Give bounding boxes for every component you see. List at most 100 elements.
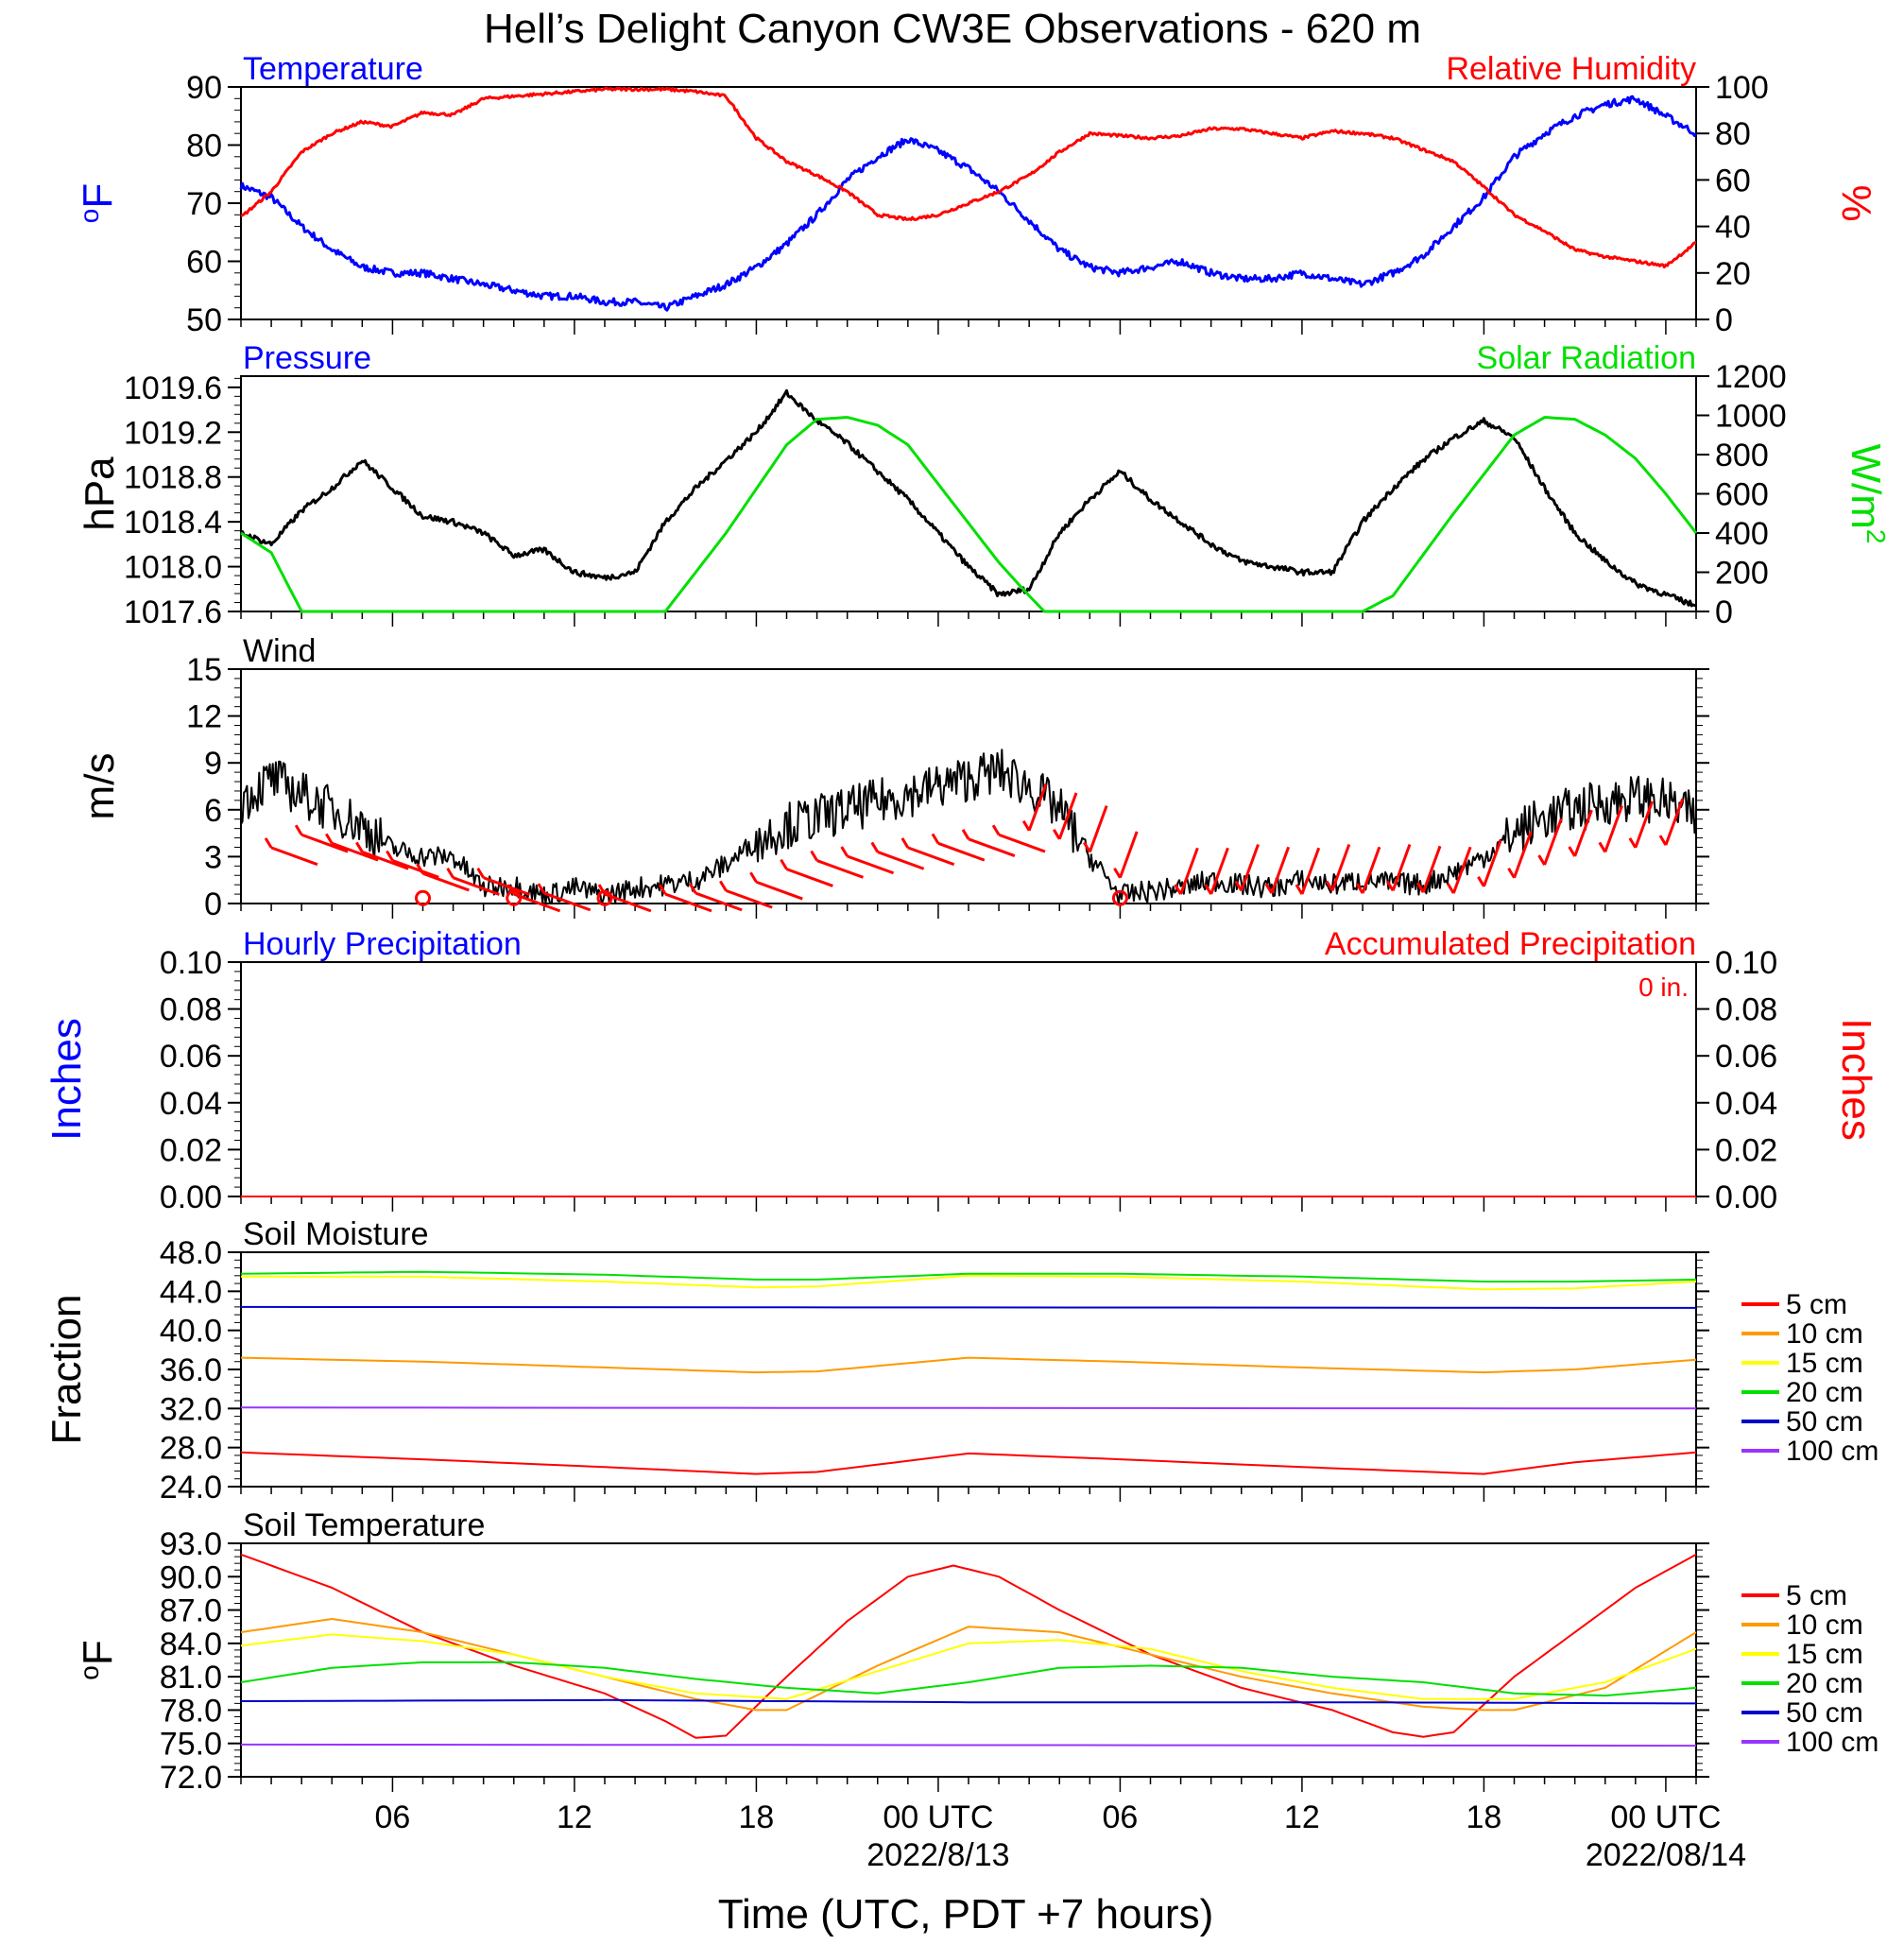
series-line-soil_moisture-100cm (240, 1406, 1697, 1410)
wind-barb-flag (1628, 837, 1638, 849)
wind-barb (937, 841, 986, 862)
panel-frame-soil_temp (240, 1542, 1697, 1778)
y-tick-label-right: 0.02 (1715, 1132, 1777, 1168)
calm-wind-marker (415, 889, 431, 906)
wind-barb (391, 859, 439, 879)
wind-barb-flag (1355, 883, 1364, 894)
wind-barb-flag (749, 871, 758, 884)
panel-title-left: Soil Moisture (243, 1216, 429, 1252)
y-tick-label-left: 48.0 (160, 1235, 222, 1271)
series-line-soil_moisture-50cm (240, 1305, 1697, 1309)
y-tick-label-left: 81.0 (160, 1660, 222, 1695)
panel-title-right: Solar Radiation (1477, 340, 1696, 376)
legend-label: 5 cm (1786, 1580, 1847, 1611)
series-line-soil_temp-10cm (240, 1618, 1697, 1712)
y-tick-label-left: 90 (186, 70, 222, 106)
wind-barb (664, 892, 712, 913)
legend-label: 15 cm (1786, 1348, 1863, 1379)
wind-barb-flag (386, 850, 394, 862)
y-tick-label-left: 0.06 (160, 1039, 222, 1075)
y-tick-label-right: 600 (1715, 477, 1769, 513)
y-tick-label-right: 0.04 (1715, 1086, 1777, 1122)
legend-label: 100 cm (1786, 1436, 1878, 1467)
y-tick-label-left: 0.10 (160, 945, 222, 981)
legend-label: 10 cm (1786, 1609, 1863, 1641)
wind-barb (998, 833, 1046, 853)
wind-barb (300, 833, 349, 853)
wind-barb-flag (1447, 883, 1455, 894)
wind-barb-flag (355, 841, 364, 853)
panel-title-left: Temperature (243, 51, 423, 87)
y-tick-label-left: 3 (204, 839, 222, 875)
wind-barb-flag (1415, 882, 1425, 893)
y-tick-label-right: 400 (1715, 516, 1769, 552)
wind-barb (847, 854, 895, 875)
wind-barb (725, 888, 773, 909)
wind-barb-flag (1295, 884, 1304, 895)
wind-barb-flag (1021, 819, 1031, 832)
wind-barb-flag (324, 833, 334, 845)
y-tick-label-right: 0 (1715, 302, 1733, 338)
y-axis-title-right: W/m2 (1843, 444, 1891, 544)
y-tick-label-left: 0.00 (160, 1179, 222, 1215)
calm-wind-marker (1111, 889, 1128, 906)
wind-barb (1240, 843, 1260, 891)
x-tick-label: 00 UTC (883, 1799, 993, 1835)
series-line-temp_rh-1 (240, 86, 1697, 269)
precip-total-annotation: 0 in. (1638, 972, 1689, 1002)
y-axis-title-left: Inches (43, 1018, 90, 1141)
calm-wind-marker (506, 889, 523, 906)
wind-barb-flag (810, 850, 818, 862)
wind-barb-flag (688, 883, 697, 894)
wind-barb (543, 891, 592, 912)
legend-label: 5 cm (1786, 1289, 1847, 1320)
wind-barb (1513, 831, 1533, 879)
y-tick-label-right: 0.06 (1715, 1039, 1777, 1075)
wind-barb (1119, 831, 1139, 879)
wind-barb-flag (294, 824, 303, 836)
wind-barb-flag (1477, 876, 1485, 887)
wind-barb-flag (1385, 880, 1395, 892)
series-line-pressure_solar-1 (240, 416, 1698, 613)
y-tick-label-left: 87.0 (160, 1593, 222, 1629)
wind-barb (361, 851, 409, 870)
series-line-soil_moisture-5cm (240, 1451, 1697, 1475)
wind-barb (331, 841, 379, 862)
y-tick-label-left: 0.04 (160, 1086, 222, 1122)
y-tick-label-right: 0 (1715, 594, 1733, 630)
x-tick-label: 06 (1103, 1799, 1139, 1835)
wind-barb-flag (416, 863, 424, 874)
series-line-temp_rh-0 (239, 95, 1698, 312)
x-tick-label: 00 UTC (1610, 1799, 1721, 1835)
wind-barb (483, 876, 531, 896)
series-line-soil_temp-50cm (240, 1698, 1697, 1705)
y-axis-title-left: oF (75, 183, 121, 223)
wind-barb (1634, 800, 1655, 849)
y-axis-title-left: m/s (77, 753, 123, 820)
wind-barb-flag (931, 833, 940, 845)
chart-title: Hell’s Delight Canyon CW3E Observations … (484, 6, 1421, 52)
y-tick-label-right: 1200 (1715, 359, 1787, 395)
y-tick-label-left: 24.0 (160, 1470, 222, 1506)
y-tick-label-left: 12 (186, 699, 222, 735)
y-tick-label-right: 1000 (1715, 399, 1787, 435)
panel-frame-precip (240, 961, 1697, 1197)
wind-barb-flag (780, 858, 788, 870)
wind-barb (270, 846, 318, 867)
series-line-soil_temp-15cm (240, 1633, 1697, 1700)
y-tick-label-right: 0.00 (1715, 1179, 1777, 1215)
panel-title-right: Accumulated Precipitation (1325, 926, 1696, 962)
y-tick-label-left: 6 (204, 793, 222, 829)
y-tick-label-left: 9 (204, 746, 222, 782)
y-tick-label-right: 800 (1715, 438, 1769, 473)
y-tick-label-left: 1017.6 (124, 594, 222, 630)
y-tick-label-left: 0.02 (160, 1132, 222, 1168)
y-tick-label-left: 80 (186, 129, 222, 164)
wind-barb-flag (1052, 829, 1061, 840)
y-tick-label-left: 84.0 (160, 1627, 222, 1662)
panel-title-left: Hourly Precipitation (243, 926, 522, 962)
y-tick-label-left: 72.0 (160, 1760, 222, 1796)
y-tick-label-left: 36.0 (160, 1352, 222, 1388)
wind-barb-flag (840, 846, 849, 857)
